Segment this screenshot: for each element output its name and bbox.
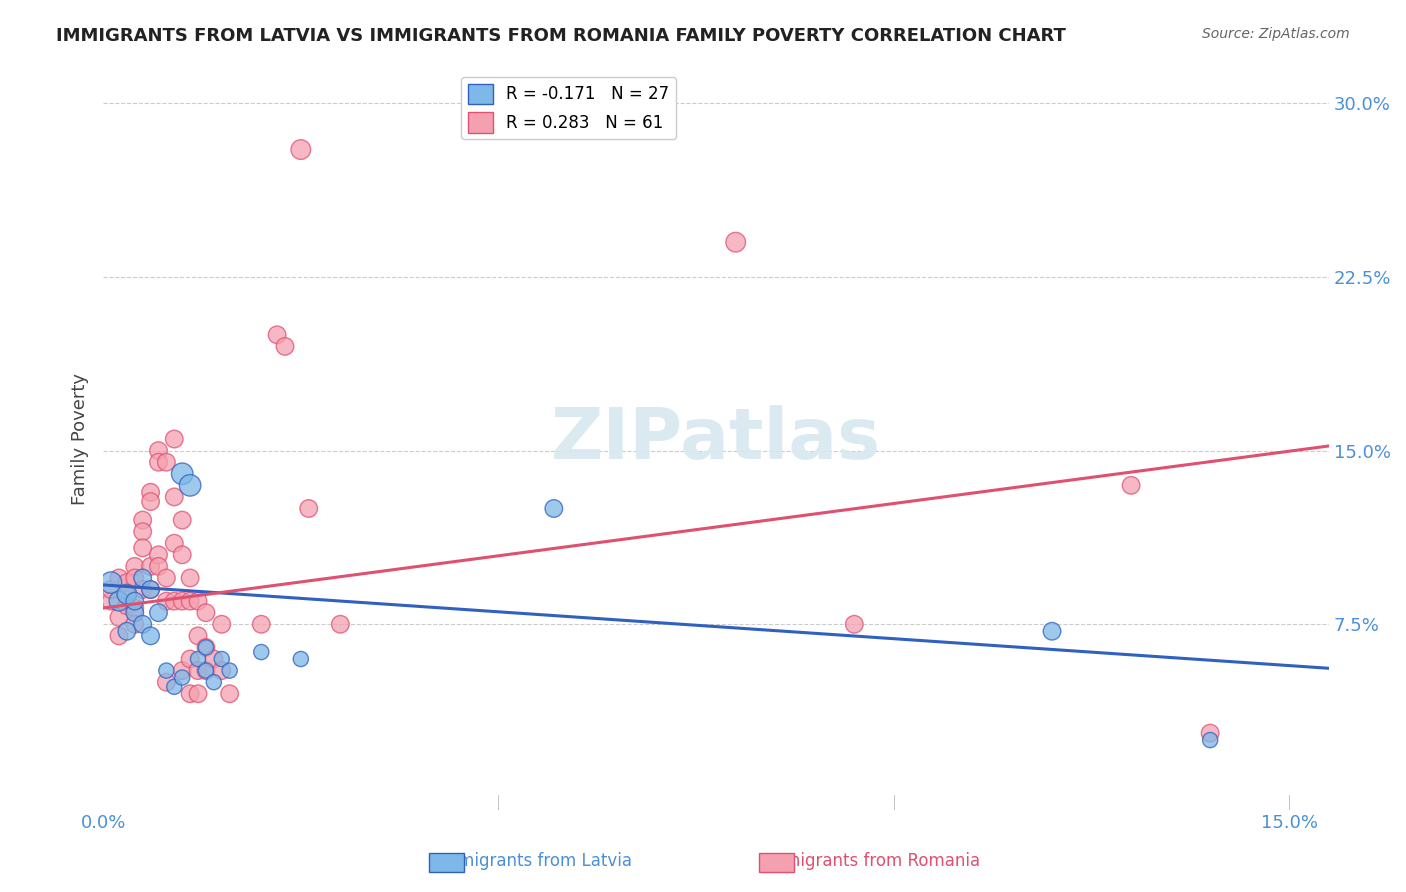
Point — [179, 594, 201, 608]
Point — [187, 664, 209, 678]
Point — [100, 575, 122, 590]
Point — [115, 599, 138, 613]
Text: ZIPatlas: ZIPatlas — [551, 405, 882, 474]
Point — [194, 606, 217, 620]
Point — [172, 513, 194, 527]
Point — [155, 594, 177, 608]
Point — [194, 640, 217, 655]
Point — [844, 617, 866, 632]
Point — [298, 501, 321, 516]
Point — [155, 455, 177, 469]
Point — [211, 664, 233, 678]
Point — [250, 645, 273, 659]
Point — [163, 490, 186, 504]
Point — [131, 571, 153, 585]
Point — [194, 664, 217, 678]
Point — [163, 536, 186, 550]
Point — [131, 524, 153, 539]
Point — [172, 664, 194, 678]
Point — [115, 587, 138, 601]
Point — [1199, 733, 1222, 747]
Point — [187, 594, 209, 608]
Point — [290, 143, 312, 157]
Point — [139, 485, 162, 500]
Point — [124, 601, 146, 615]
Point — [148, 443, 170, 458]
Point — [124, 594, 146, 608]
Point — [211, 617, 233, 632]
Point — [115, 624, 138, 639]
Point — [148, 559, 170, 574]
Point — [148, 548, 170, 562]
Point — [139, 494, 162, 508]
Point — [139, 582, 162, 597]
Point — [148, 455, 170, 469]
Point — [124, 571, 146, 585]
Point — [179, 687, 201, 701]
Point — [172, 594, 194, 608]
Point — [108, 629, 131, 643]
Point — [139, 629, 162, 643]
Point — [329, 617, 352, 632]
Text: Immigrants from Romania: Immigrants from Romania — [763, 852, 980, 870]
Point — [131, 513, 153, 527]
Point — [218, 664, 240, 678]
Point — [163, 680, 186, 694]
Point — [155, 675, 177, 690]
Point — [1040, 624, 1063, 639]
Point — [131, 541, 153, 555]
Point — [172, 548, 194, 562]
Point — [108, 610, 131, 624]
Point — [131, 582, 153, 597]
Point — [187, 652, 209, 666]
Point — [139, 559, 162, 574]
Point — [155, 664, 177, 678]
Point — [1119, 478, 1142, 492]
Text: Immigrants from Latvia: Immigrants from Latvia — [437, 852, 631, 870]
Point — [172, 671, 194, 685]
Point — [187, 687, 209, 701]
Point — [194, 664, 217, 678]
Point — [179, 571, 201, 585]
Point — [266, 327, 288, 342]
Point — [100, 582, 122, 597]
Point — [163, 594, 186, 608]
Point — [179, 478, 201, 492]
Point — [131, 617, 153, 632]
Point — [115, 587, 138, 601]
Point — [124, 559, 146, 574]
Point — [290, 652, 312, 666]
Point — [250, 617, 273, 632]
Point — [163, 432, 186, 446]
Point — [194, 640, 217, 655]
Legend: R = -0.171   N = 27, R = 0.283   N = 61: R = -0.171 N = 27, R = 0.283 N = 61 — [461, 77, 676, 139]
Point — [139, 582, 162, 597]
Point — [187, 629, 209, 643]
Point — [543, 501, 565, 516]
Point — [211, 652, 233, 666]
Point — [218, 687, 240, 701]
Point — [124, 617, 146, 632]
Point — [202, 652, 225, 666]
Y-axis label: Family Poverty: Family Poverty — [72, 373, 89, 505]
Point — [1199, 726, 1222, 740]
Point — [115, 575, 138, 590]
Point — [202, 675, 225, 690]
Point — [124, 606, 146, 620]
Point — [724, 235, 747, 250]
Point — [108, 594, 131, 608]
Point — [274, 339, 297, 353]
Point — [155, 571, 177, 585]
Point — [179, 652, 201, 666]
Point — [172, 467, 194, 481]
Point — [108, 571, 131, 585]
Point — [148, 606, 170, 620]
Point — [100, 594, 122, 608]
Text: IMMIGRANTS FROM LATVIA VS IMMIGRANTS FROM ROMANIA FAMILY POVERTY CORRELATION CHA: IMMIGRANTS FROM LATVIA VS IMMIGRANTS FRO… — [56, 27, 1066, 45]
Text: Source: ZipAtlas.com: Source: ZipAtlas.com — [1202, 27, 1350, 41]
